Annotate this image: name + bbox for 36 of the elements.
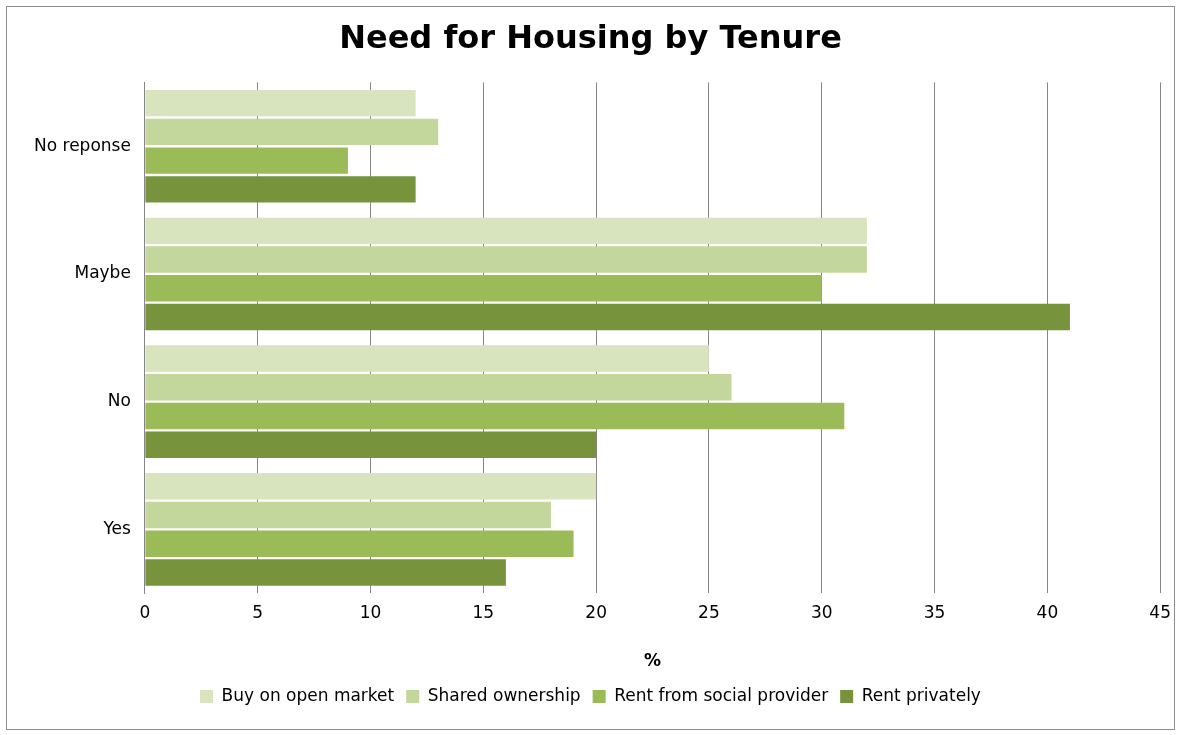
- legend-label: Rent privately: [861, 684, 981, 705]
- bar: [145, 118, 439, 146]
- bar: [145, 501, 551, 529]
- bar: [145, 176, 416, 203]
- x-axis-title: %: [644, 650, 662, 671]
- bar: [145, 473, 597, 500]
- y-tick-label: Maybe: [74, 262, 131, 283]
- bar: [145, 559, 506, 586]
- bar: [145, 89, 416, 117]
- legend-label: Buy on open market: [221, 684, 395, 705]
- x-tick-label: 10: [359, 601, 382, 622]
- y-tick-label: No reponse: [33, 134, 131, 155]
- y-tick-label: Yes: [102, 517, 132, 538]
- chart-title: Need for Housing by Tenure: [339, 17, 842, 56]
- bar: [145, 217, 867, 245]
- x-tick-label: 5: [252, 601, 264, 622]
- bar: [145, 246, 867, 273]
- x-tick-label: 15: [472, 601, 495, 622]
- bar: [145, 374, 732, 401]
- legend-label: Shared ownership: [427, 684, 581, 705]
- x-tick-label: 0: [139, 601, 151, 622]
- x-tick-label: 45: [1149, 601, 1171, 622]
- bar: [145, 303, 1070, 331]
- bar: [145, 431, 597, 458]
- x-tick-label: 25: [698, 601, 720, 622]
- legend-label: Rent from social provider: [614, 684, 829, 705]
- x-tick-label: 20: [585, 601, 607, 622]
- bar: [145, 147, 348, 174]
- x-tick-label: 30: [810, 601, 833, 622]
- bar: [145, 402, 845, 430]
- x-tick-label: 40: [1036, 601, 1059, 622]
- bar: [145, 275, 822, 302]
- x-tick-label: 35: [923, 601, 946, 622]
- y-tick-label: No: [107, 390, 131, 411]
- bar: [145, 345, 709, 372]
- bar: [145, 530, 574, 557]
